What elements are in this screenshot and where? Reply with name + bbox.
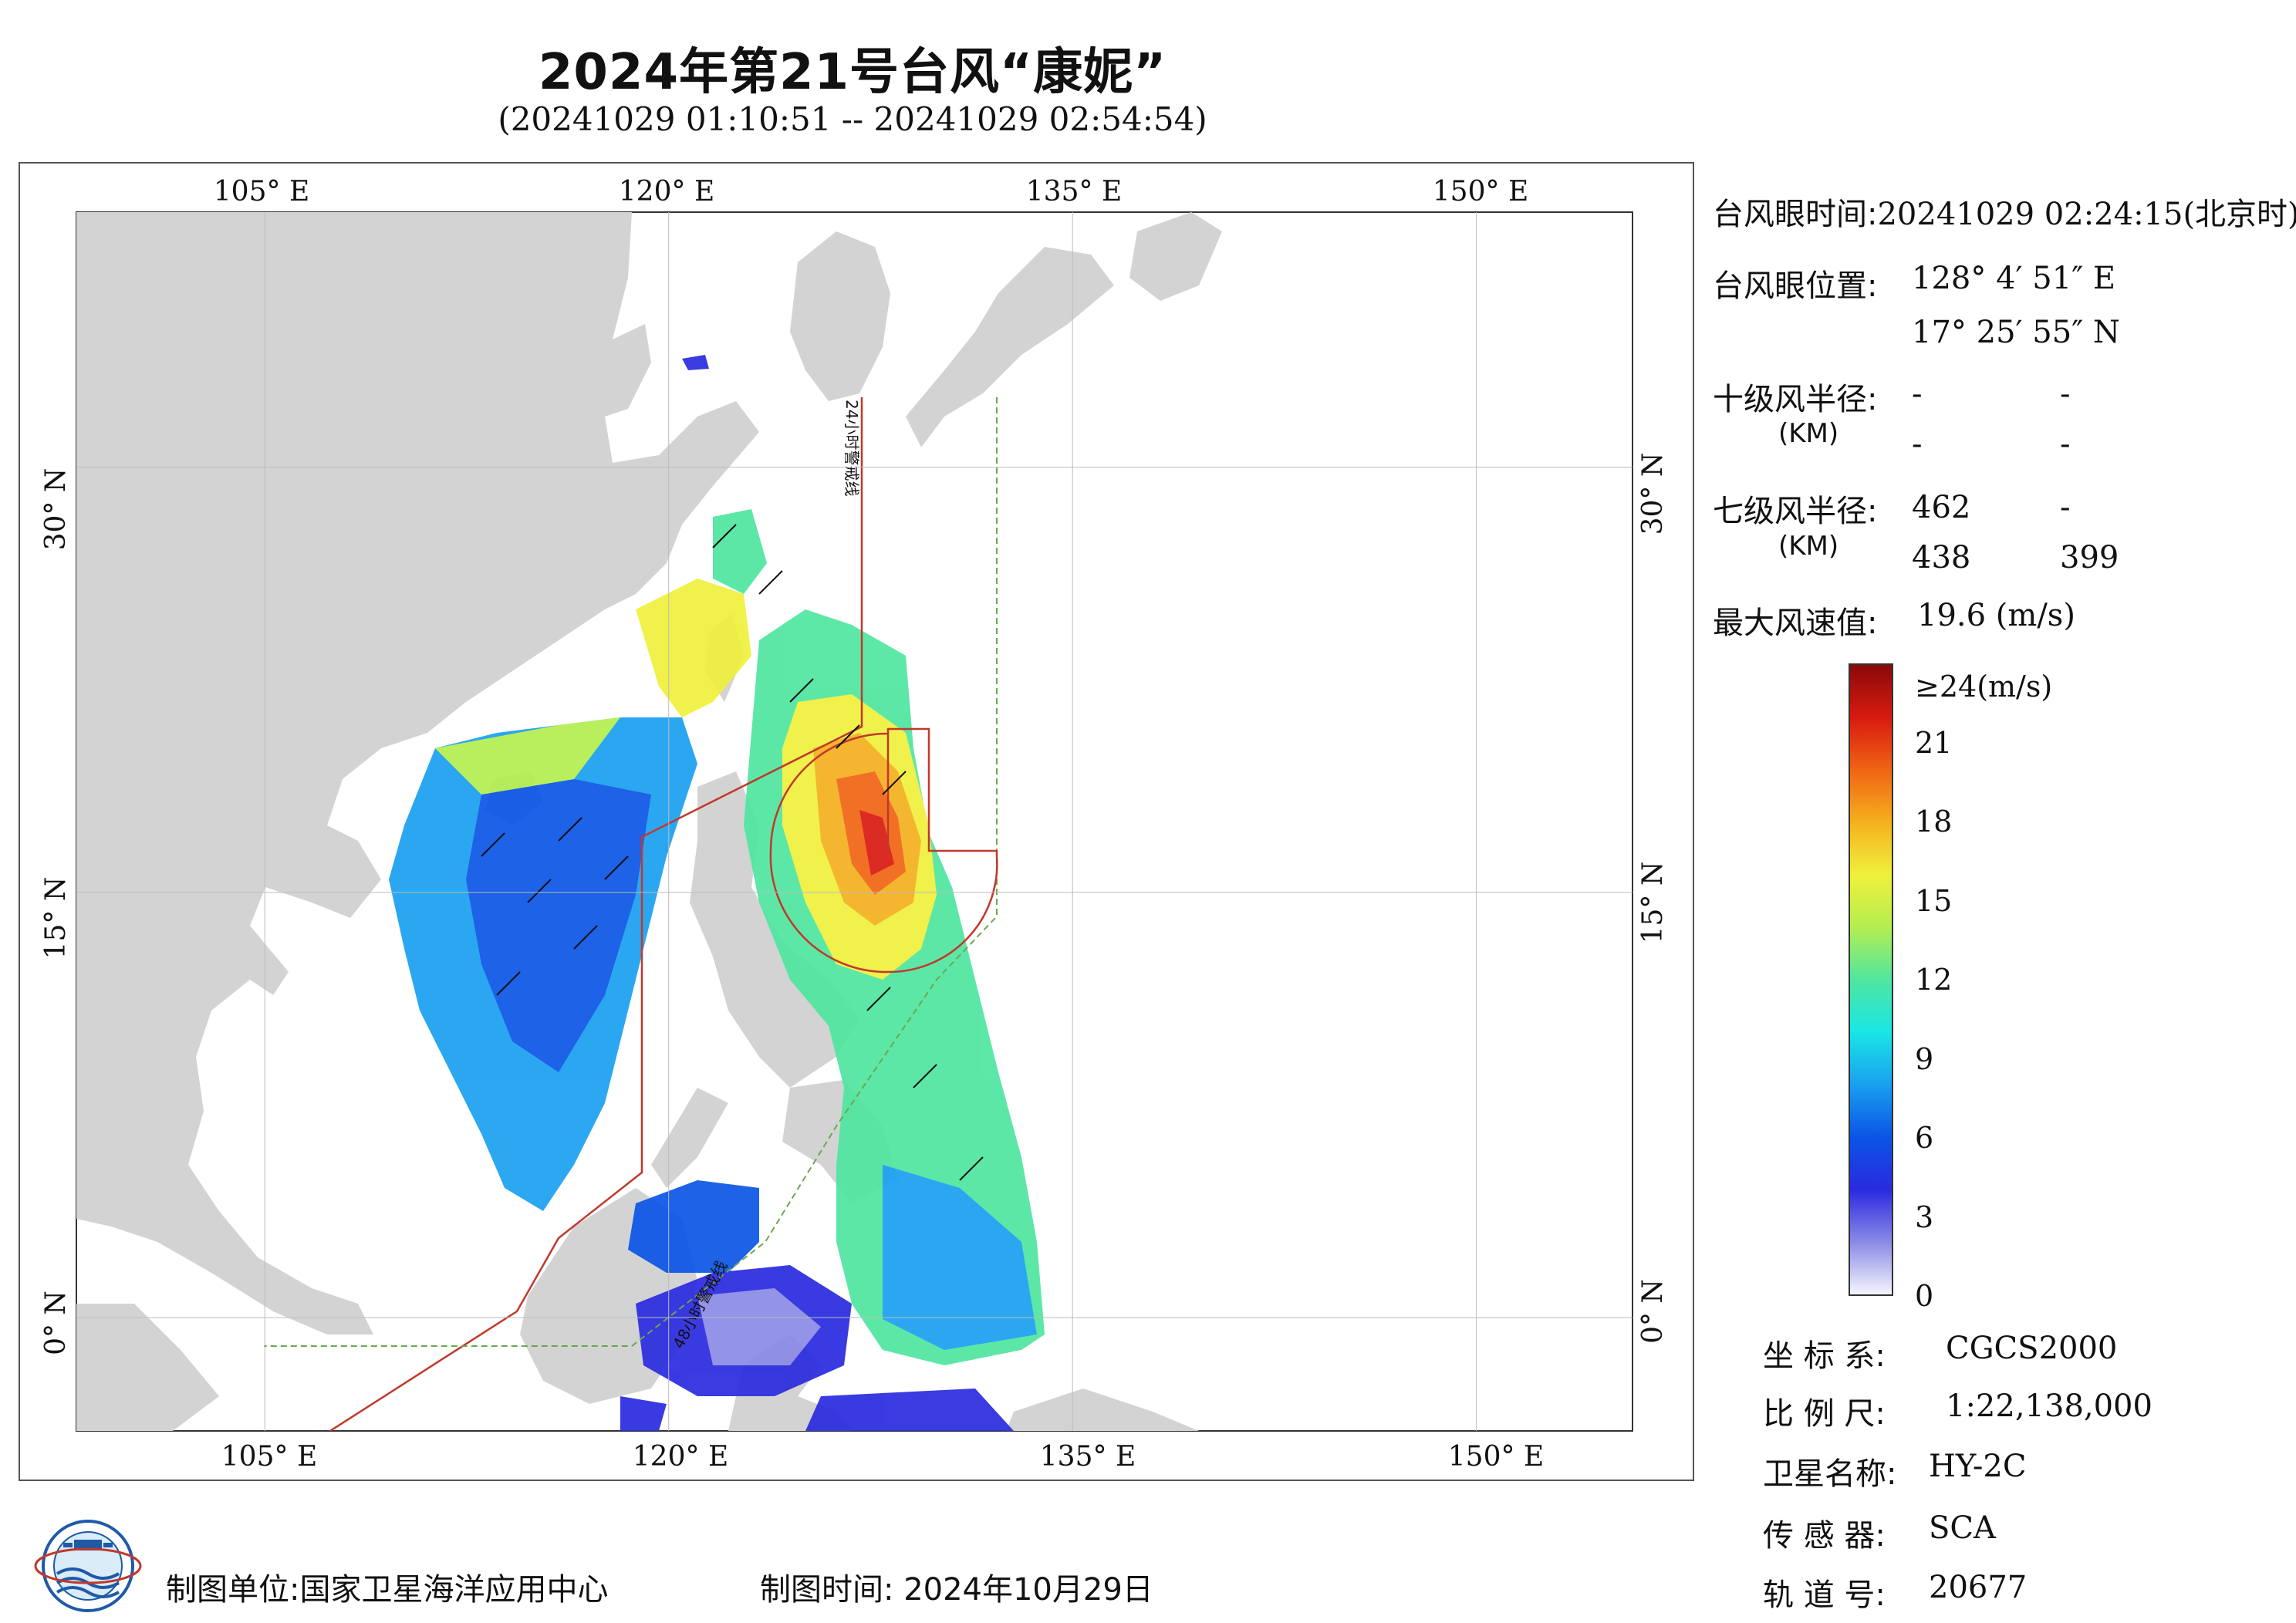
wind-radius-7-quadrants: [769, 727, 998, 973]
producer-label: 制图单位:国家卫星海洋应用中心: [166, 1572, 609, 1608]
top-tick-135: 135° E: [1026, 176, 1122, 208]
right-tick-15n: 15° N: [1637, 862, 1669, 944]
warning-line-24h: [328, 397, 863, 1431]
nsoas-logo-icon: [34, 1520, 142, 1612]
eye-time-label: 台风眼时间:: [1713, 197, 1878, 232]
colorbar-tick-label: 15: [1915, 883, 1953, 918]
warning-line-24h-label: 24小时警戒线: [842, 400, 861, 496]
colorbar-tick-label: 12: [1915, 963, 1953, 997]
eye-longitude: 128° 4′ 51″ E: [1912, 261, 2116, 296]
eye-position-label: 台风眼位置:: [1713, 268, 1878, 304]
scale-value: 1:22,138,000: [1946, 1388, 2152, 1424]
r7-value-3: 438: [1912, 540, 1971, 575]
orbit-label: 轨 道 号:: [1763, 1577, 1886, 1613]
top-tick-120: 120° E: [619, 176, 714, 208]
r7-label: 七级风半径:: [1713, 494, 1878, 529]
warning-line-48h: [264, 397, 998, 1347]
warning-lines: [264, 397, 998, 1431]
bottom-tick-135: 135° E: [1040, 1441, 1136, 1473]
sensor-value: SCA: [1929, 1510, 1996, 1546]
r10-value-3: -: [1912, 427, 1923, 462]
r7-value-1: 462: [1912, 490, 1971, 525]
colorbar-tick-label: 6: [1915, 1121, 1934, 1155]
r10-label: 十级风半径:: [1713, 382, 1878, 417]
r10-value-4: -: [2060, 427, 2071, 462]
eye-time-row: 台风眼时间:20241029 02:24:15(北京时): [1713, 189, 2296, 234]
scale-label: 比 例 尺:: [1763, 1396, 1886, 1432]
left-tick-15n: 15° N: [40, 877, 72, 960]
left-tick-0n: 0° N: [40, 1291, 72, 1355]
left-tick-30n: 30° N: [40, 468, 72, 551]
r7-unit: (KM): [1778, 531, 1839, 562]
bottom-tick-150: 150° E: [1448, 1441, 1544, 1473]
colorbar-tick-label: 21: [1915, 725, 1953, 760]
satellite-value: HY-2C: [1929, 1449, 2027, 1484]
typhoon-wind-map: 24小时警戒线 48小时警戒线 105° E 120° E 135° E 150…: [40, 176, 1669, 1473]
r7-value-4: 399: [2060, 540, 2119, 575]
top-tick-150: 150° E: [1433, 176, 1528, 208]
colorbar-top-label: ≥24(m/s): [1915, 670, 2053, 704]
satellite-label: 卫星名称:: [1763, 1456, 1897, 1492]
wind-barbs: [481, 524, 984, 1181]
graticule: [76, 212, 1633, 1431]
colorbar-tick-label: 9: [1915, 1041, 1934, 1076]
crs-value: CGCS2000: [1946, 1331, 2118, 1366]
map-title: 2024年第21号台风“康妮”: [538, 44, 1167, 101]
eye-time-value: 20241029 02:24:15(北京时): [1877, 197, 2296, 232]
max-wind-label: 最大风速值:: [1713, 606, 1878, 641]
map-frame: [19, 162, 1694, 1481]
bottom-tick-120: 120° E: [633, 1441, 728, 1473]
colorbar-tick-label: 0: [1915, 1279, 1934, 1313]
top-tick-105: 105° E: [214, 176, 309, 208]
production-date: 制图时间: 2024年10月29日: [760, 1572, 1153, 1608]
max-wind-value: 19.6 (m/s): [1917, 598, 2075, 633]
wind-speed-swath: [389, 355, 1045, 1431]
wind-speed-colorbar: [1849, 663, 1893, 1296]
colorbar-tick-label: 3: [1915, 1200, 1934, 1234]
crs-label: 坐 标 系:: [1763, 1338, 1886, 1374]
map-subtitle-time-range: (20241029 01:10:51 -- 20241029 02:54:54): [498, 100, 1207, 138]
right-tick-30n: 30° N: [1637, 453, 1669, 535]
r10-unit: (KM): [1778, 418, 1839, 449]
eye-latitude: 17° 25′ 55″ N: [1912, 315, 2120, 350]
r7-value-2: -: [2060, 490, 2071, 525]
r10-value-1: -: [1912, 376, 1923, 412]
bottom-tick-105: 105° E: [221, 1441, 317, 1473]
right-tick-0n: 0° N: [1637, 1279, 1669, 1344]
r10-value-2: -: [2060, 376, 2071, 412]
colorbar-tick-label: 18: [1915, 805, 1953, 838]
sensor-label: 传 感 器:: [1763, 1518, 1886, 1554]
orbit-value: 20677: [1929, 1570, 2028, 1605]
